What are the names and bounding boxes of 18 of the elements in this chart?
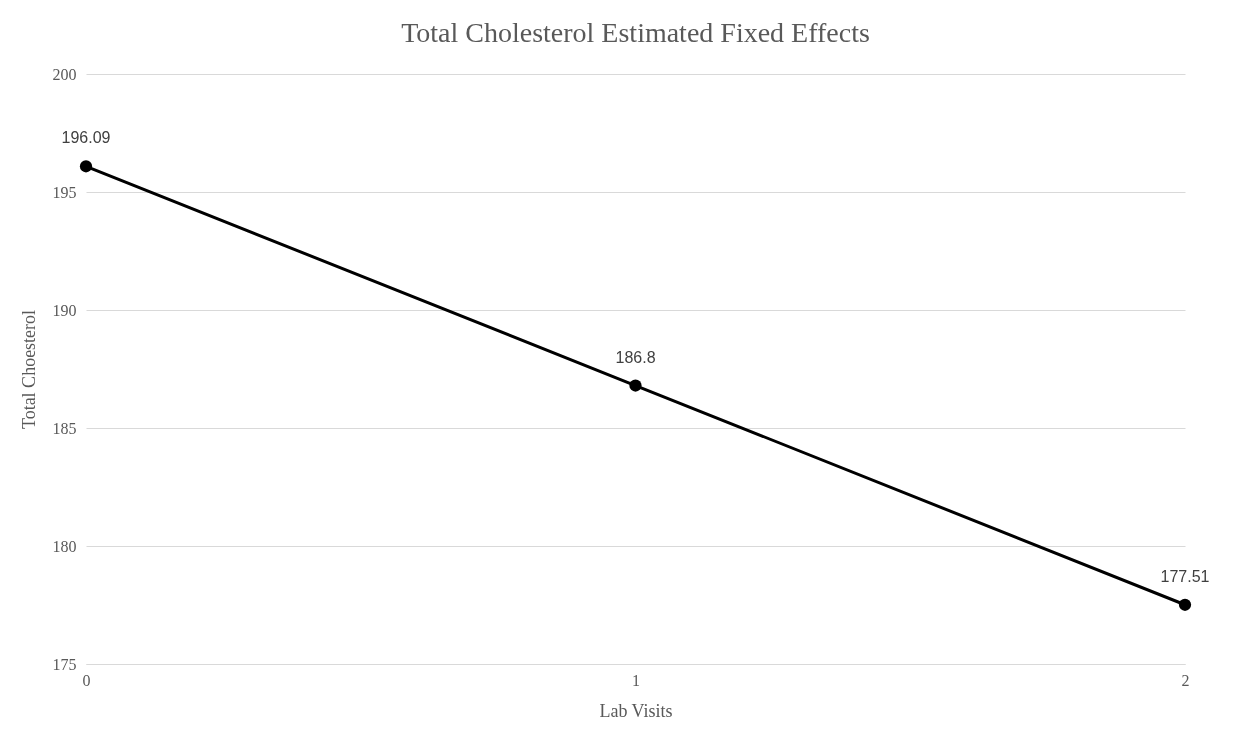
data-label: 196.09 <box>61 129 111 147</box>
data-label: 186.8 <box>615 348 656 366</box>
point <box>629 379 642 392</box>
point <box>1178 598 1192 611</box>
y-tick-label: 190 <box>52 301 77 319</box>
y-axis-title: Total Choesterol <box>18 309 39 430</box>
x-tick-label: 0 <box>82 671 91 689</box>
x-tick-label: 1 <box>632 671 640 689</box>
point <box>79 160 93 173</box>
chart-title: Total Cholesterol Estimated Fixed Effects <box>401 17 870 48</box>
x-axis-title: Lab Visits <box>599 700 673 721</box>
y-tick-label: 175 <box>52 655 77 673</box>
y-tick-label: 195 <box>52 183 77 201</box>
x-tick-label: 2 <box>1181 671 1190 689</box>
y-tick-label: 180 <box>52 537 77 555</box>
y-tick-label: 200 <box>52 65 77 83</box>
data-label: 177.51 <box>1160 567 1210 585</box>
y-tick-label: 185 <box>52 419 77 437</box>
